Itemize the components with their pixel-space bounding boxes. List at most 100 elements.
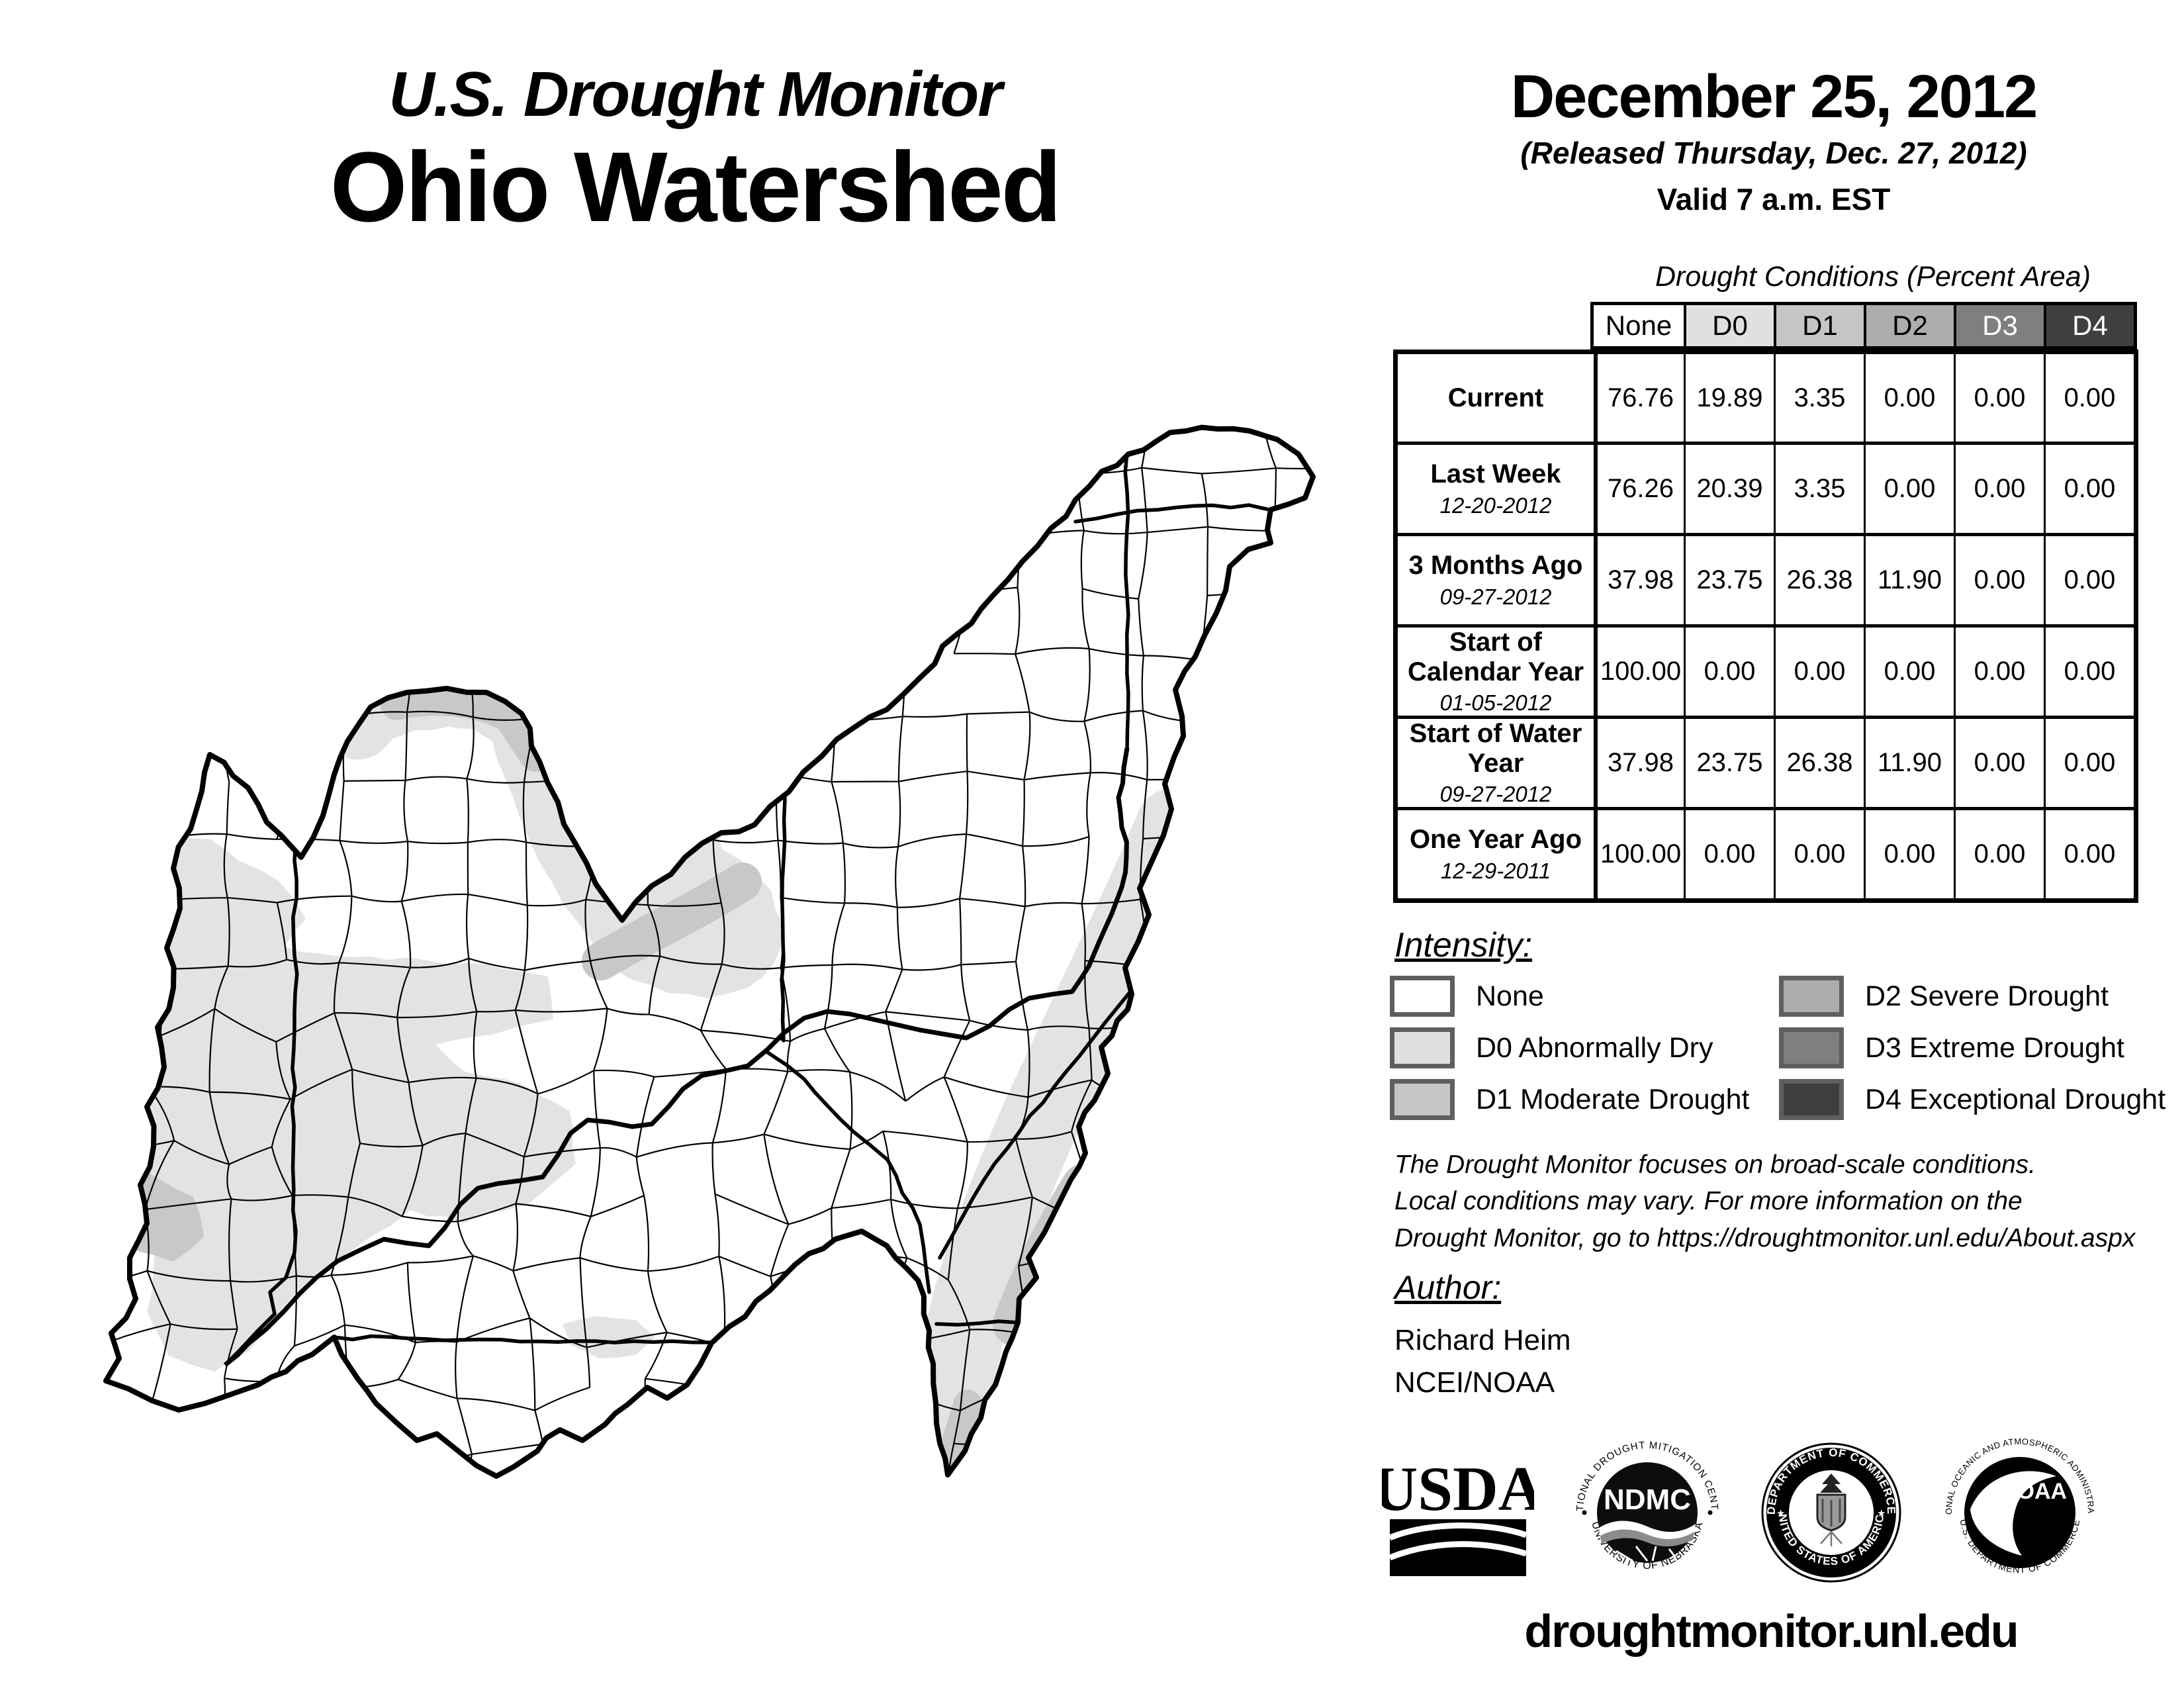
legend-label: D1 Moderate Drought: [1476, 1083, 1750, 1115]
table-cell: 3.35: [1774, 442, 1864, 533]
legend-label: D2 Severe Drought: [1865, 980, 2109, 1012]
page-title: Ohio Watershed: [330, 131, 1062, 242]
eagle-icon: [1820, 1474, 1843, 1493]
table-cell: 100.00: [1594, 807, 1684, 898]
map-date: December 25, 2012: [1510, 63, 2038, 130]
commerce-seal: DEPARTMENT OF COMMERCE UNITED STATES OF …: [1754, 1435, 1901, 1583]
legend-item: D4 Exceptional Drought: [1779, 1074, 2165, 1125]
row-label-text: Current: [1447, 383, 1544, 412]
table-cell: 3.35: [1774, 354, 1864, 442]
col-header-d4: D4: [2044, 305, 2134, 346]
disclaimer-line: Local conditions may vary. For more info…: [1394, 1187, 2023, 1216]
legend-swatch-d2: [1779, 976, 1844, 1017]
table-cell: 0.00: [1864, 807, 1954, 898]
ohio-watershed-map: [103, 424, 1316, 1479]
ohio-river: [223, 747, 1130, 1367]
col-header-d3: D3: [1954, 305, 2044, 346]
table-cell: 0.00: [1864, 624, 1954, 716]
table-cell: 11.90: [1864, 533, 1954, 624]
row-label-text: 3 Months Ago: [1408, 551, 1583, 581]
table-cell: 0.00: [1864, 442, 1954, 533]
table-cell: 23.75: [1684, 533, 1774, 624]
table-cell: 11.90: [1864, 716, 1954, 807]
table-cell: 26.38: [1774, 716, 1864, 807]
noaa-logo-text: NOAA: [2001, 1479, 2067, 1504]
legend-swatch-d1: [1390, 1079, 1455, 1120]
monitor-title: U.S. Drought Monitor: [388, 59, 1002, 130]
col-header-d2: D2: [1864, 305, 1954, 346]
legend-swatch-d3: [1779, 1027, 1844, 1068]
table-cell: 0.00: [1954, 807, 2044, 898]
table-cell: 100.00: [1594, 624, 1684, 716]
table-cell: 0.00: [1954, 533, 2044, 624]
col-header-d0: D0: [1684, 305, 1774, 346]
col-header-none: None: [1594, 305, 1684, 346]
row-date-text: 01-05-2012: [1439, 690, 1552, 716]
table-cell: 76.26: [1594, 442, 1684, 533]
legend-label: D0 Abnormally Dry: [1476, 1031, 1713, 1064]
table-cell: 0.00: [2044, 533, 2134, 624]
legend-column-right: D2 Severe Drought D3 Extreme Drought D4 …: [1779, 970, 2165, 1125]
legend-label: D4 Exceptional Drought: [1865, 1083, 2166, 1115]
ndmc-logo: NATIONAL DROUGHT MITIGATION CENTER UNIVE…: [1570, 1435, 1719, 1571]
noaa-logo: NATIONAL OCEANIC AND ATMOSPHERIC ADMINIS…: [1942, 1435, 2096, 1575]
table-cell: 37.98: [1594, 716, 1684, 807]
row-date-text: 12-29-2011: [1440, 858, 1551, 883]
disclaimer-line: The Drought Monitor focuses on broad-sca…: [1394, 1150, 2036, 1179]
row-label: Start of Water Year 09-27-2012: [1398, 716, 1594, 807]
row-label-text: Start of Calendar Year: [1407, 627, 1584, 686]
table-cell: 0.00: [2044, 354, 2134, 442]
legend-title: Intensity:: [1394, 926, 1533, 964]
legend-item: D3 Extreme Drought: [1779, 1022, 2165, 1074]
usda-logo: USDA: [1382, 1454, 1534, 1576]
table-cell: 0.00: [2044, 807, 2134, 898]
table-cell: 0.00: [2044, 624, 2134, 716]
row-label: Start of Calendar Year 01-05-2012: [1398, 624, 1594, 716]
table-cell: 0.00: [2044, 442, 2134, 533]
row-date-text: 09-27-2012: [1439, 584, 1552, 609]
table-cell: 0.00: [1774, 807, 1864, 898]
row-label: Current: [1398, 354, 1594, 442]
row-date-text: 12-20-2012: [1439, 492, 1552, 518]
watershed-outline: [103, 424, 1316, 1479]
seal-star-left: ★: [1776, 1508, 1785, 1519]
legend-label: None: [1476, 980, 1544, 1012]
disclaimer-line: Drought Monitor, go to https://droughtmo…: [1394, 1223, 2136, 1252]
legend-label: D3 Extreme Drought: [1865, 1031, 2124, 1064]
row-label-text: Start of Water Year: [1409, 718, 1582, 778]
col-header-d1: D1: [1774, 305, 1864, 346]
valid-time: Valid 7 a.m. EST: [1657, 182, 1891, 216]
table-cell: 37.98: [1594, 533, 1684, 624]
seal-star-right: ★: [1877, 1508, 1886, 1519]
row-label: One Year Ago 12-29-2011: [1398, 807, 1594, 898]
row-label-text: Last Week: [1430, 459, 1561, 489]
disclaimer-text: The Drought Monitor focuses on broad-sca…: [1394, 1147, 2175, 1256]
table-cell: 0.00: [1954, 354, 2044, 442]
legend-swatch-d0: [1390, 1027, 1455, 1068]
table-cell: 0.00: [1774, 624, 1864, 716]
author-organization: NCEI/NOAA: [1394, 1366, 1555, 1399]
legend-item: D0 Abnormally Dry: [1390, 1022, 1750, 1074]
table-title: Drought Conditions (Percent Area): [1655, 261, 2091, 293]
author-heading: Author:: [1394, 1269, 1502, 1306]
drought-conditions-table: Current 76.76 19.89 3.35 0.00 0.00 0.00 …: [1393, 350, 2138, 903]
table-cell: 26.38: [1774, 533, 1864, 624]
table-cell: 0.00: [1954, 442, 2044, 533]
legend-swatch-d4: [1779, 1079, 1844, 1120]
table-cell: 0.00: [1864, 354, 1954, 442]
table-cell: 0.00: [1684, 624, 1774, 716]
row-date-text: 09-27-2012: [1439, 782, 1552, 807]
usda-logo-text: USDA: [1382, 1454, 1534, 1524]
table-header-row: None D0 D1 D2 D3 D4: [1590, 302, 2137, 350]
author-name: Richard Heim: [1394, 1324, 1571, 1356]
table-cell: 0.00: [2044, 716, 2134, 807]
noaa-bird-icon: [1970, 1471, 2056, 1556]
table-cell: 76.76: [1594, 354, 1684, 442]
legend-item: D2 Severe Drought: [1779, 970, 2165, 1022]
table-cell: 19.89: [1684, 354, 1774, 442]
ndmc-logo-text: NDMC: [1604, 1483, 1691, 1516]
table-cell: 0.00: [1684, 807, 1774, 898]
legend-column-left: None D0 Abnormally Dry D1 Moderate Droug…: [1390, 970, 1750, 1125]
table-cell: 0.00: [1954, 624, 2044, 716]
